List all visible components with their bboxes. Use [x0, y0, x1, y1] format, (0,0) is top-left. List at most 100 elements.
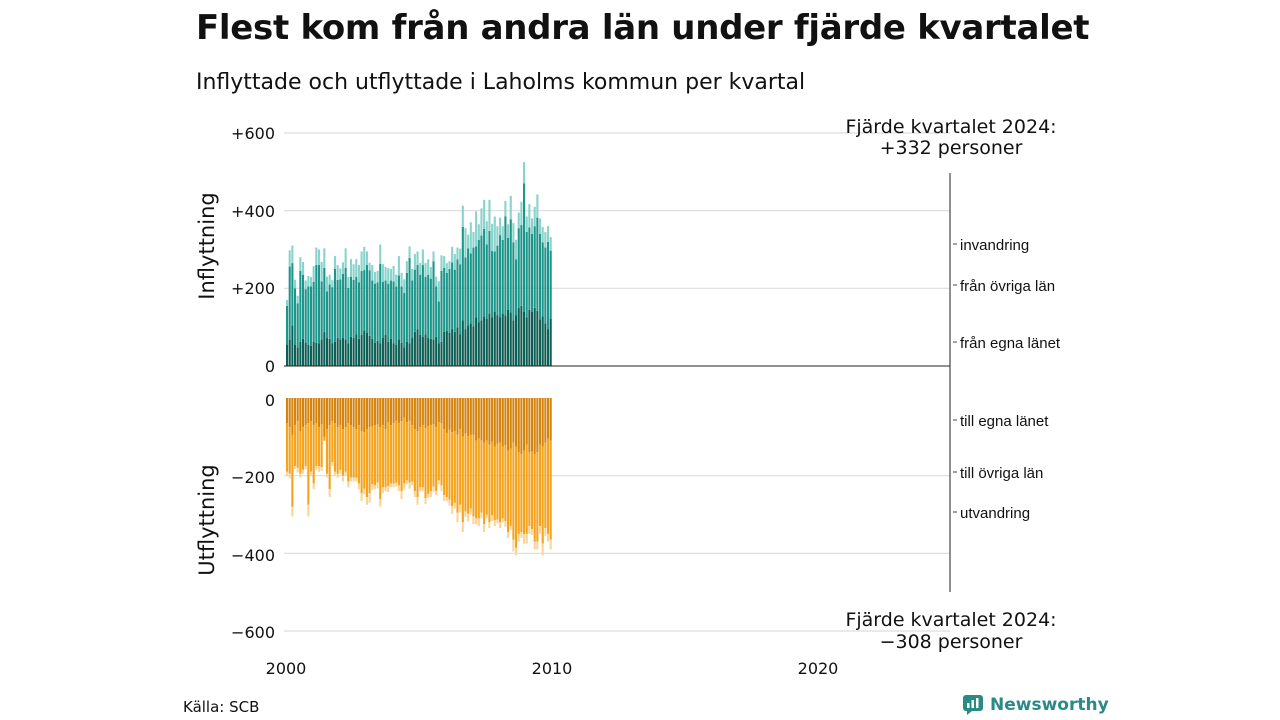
bar-in-immig-88 [520, 201, 523, 226]
bar-out-other-88 [520, 454, 523, 532]
bar-out-emig-45 [405, 480, 408, 485]
bar-in-immig-30 [365, 251, 368, 266]
bar-out-emig-48 [413, 491, 416, 498]
bar-in-other-15 [325, 291, 329, 339]
bar-in-other-86 [515, 259, 518, 316]
bar-out-other-25 [352, 427, 355, 478]
bar-in-own-96 [541, 316, 544, 366]
bar-out-emig-19 [336, 473, 339, 478]
bar-in-immig-27 [357, 265, 360, 283]
bar-in-own-15 [325, 338, 329, 366]
bar-in-own-38 [387, 341, 390, 366]
bar-out-own-97 [544, 398, 547, 443]
bar-out-other-48 [413, 429, 416, 492]
bar-in-other-50 [419, 274, 422, 335]
bar-out-emig-82 [504, 521, 507, 527]
bar-in-immig-17 [331, 280, 334, 288]
bar-out-other-20 [339, 425, 342, 470]
bar-out-other-69 [469, 434, 472, 509]
bar-out-other-57 [437, 422, 440, 481]
bar-out-other-3 [293, 425, 297, 466]
bar-in-immig-65 [459, 248, 462, 265]
ytick-out-0: 0 [265, 391, 275, 410]
bar-in-other-75 [485, 244, 488, 319]
bar-in-other-97 [544, 247, 547, 324]
bar-out-emig-64 [456, 512, 459, 523]
bar-in-own-76 [488, 313, 491, 366]
bar-in-own-87 [517, 307, 520, 366]
bar-in-immig-6 [301, 261, 305, 275]
bar-in-immig-38 [387, 268, 390, 284]
bar-out-own-38 [387, 398, 390, 423]
bar-out-emig-10 [312, 483, 315, 490]
bar-out-other-42 [397, 423, 400, 486]
bar-out-own-80 [499, 398, 502, 443]
bar-out-emig-0 [286, 471, 289, 476]
bar-out-own-81 [501, 398, 504, 447]
bar-in-immig-51 [421, 249, 424, 266]
bar-out-own-5 [299, 398, 302, 432]
brand-logo[interactable]: Newsworthy [962, 694, 1109, 716]
bar-out-emig-50 [419, 487, 422, 492]
bar-out-emig-35 [379, 498, 382, 507]
bar-in-own-44 [403, 347, 406, 366]
bar-in-immig-83 [507, 224, 510, 238]
bar-out-emig-42 [397, 485, 400, 492]
bar-out-own-36 [381, 398, 384, 426]
bar-in-other-26 [355, 276, 358, 335]
bar-in-immig-85 [512, 223, 515, 243]
bar-in-immig-8 [307, 275, 310, 287]
bar-out-emig-18 [333, 471, 337, 476]
bar-out-own-73 [480, 398, 483, 441]
bar-in-own-75 [485, 318, 488, 366]
bar-out-other-0 [286, 423, 289, 472]
bar-in-other-41 [395, 286, 398, 345]
bar-out-emig-15 [325, 473, 329, 478]
bar-in-own-95 [538, 319, 542, 366]
bar-in-other-9 [309, 286, 313, 346]
bar-in-other-73 [480, 235, 483, 321]
bar-out-own-75 [485, 398, 488, 441]
bar-out-own-47 [411, 398, 414, 426]
bar-out-emig-8 [307, 504, 310, 517]
bar-out-own-0 [286, 398, 289, 424]
bar-in-other-53 [427, 274, 430, 339]
bar-out-emig-73 [480, 512, 483, 519]
bar-in-own-5 [299, 341, 302, 366]
bar-out-other-55 [432, 424, 435, 487]
bar-out-other-82 [504, 445, 507, 522]
bar-in-own-21 [341, 338, 345, 366]
bar-in-immig-10 [312, 266, 315, 282]
bar-in-other-19 [336, 279, 339, 339]
bar-in-own-89 [523, 311, 526, 366]
bar-out-emig-88 [520, 531, 523, 538]
bar-out-emig-54 [429, 491, 432, 498]
bar-in-immig-9 [309, 277, 313, 287]
bar-out-other-10 [312, 425, 315, 484]
bar-out-other-65 [459, 429, 462, 505]
bar-in-immig-39 [389, 268, 392, 281]
bar-in-own-59 [443, 331, 446, 366]
bar-out-own-21 [341, 398, 345, 430]
bar-in-own-46 [408, 343, 411, 366]
bar-in-own-18 [333, 341, 337, 366]
bar-out-emig-5 [299, 473, 302, 478]
bar-out-other-27 [357, 425, 360, 484]
bar-out-emig-74 [483, 524, 486, 532]
bar-in-own-67 [464, 329, 467, 366]
bar-in-own-52 [424, 334, 427, 366]
bar-in-other-4 [296, 303, 299, 348]
bar-out-own-35 [379, 398, 382, 428]
bar-in-immig-76 [488, 199, 491, 231]
ytick-out-200: −200 [231, 468, 275, 487]
bar-in-immig-19 [336, 265, 339, 280]
bar-in-immig-54 [429, 266, 432, 279]
ytick-in-400: +400 [231, 202, 275, 221]
bar-out-emig-20 [339, 469, 342, 474]
bar-out-own-43 [400, 398, 403, 422]
bar-out-own-50 [419, 398, 422, 428]
bar-in-other-52 [424, 276, 427, 335]
bar-out-other-98 [546, 438, 550, 534]
bar-in-immig-96 [541, 226, 544, 243]
